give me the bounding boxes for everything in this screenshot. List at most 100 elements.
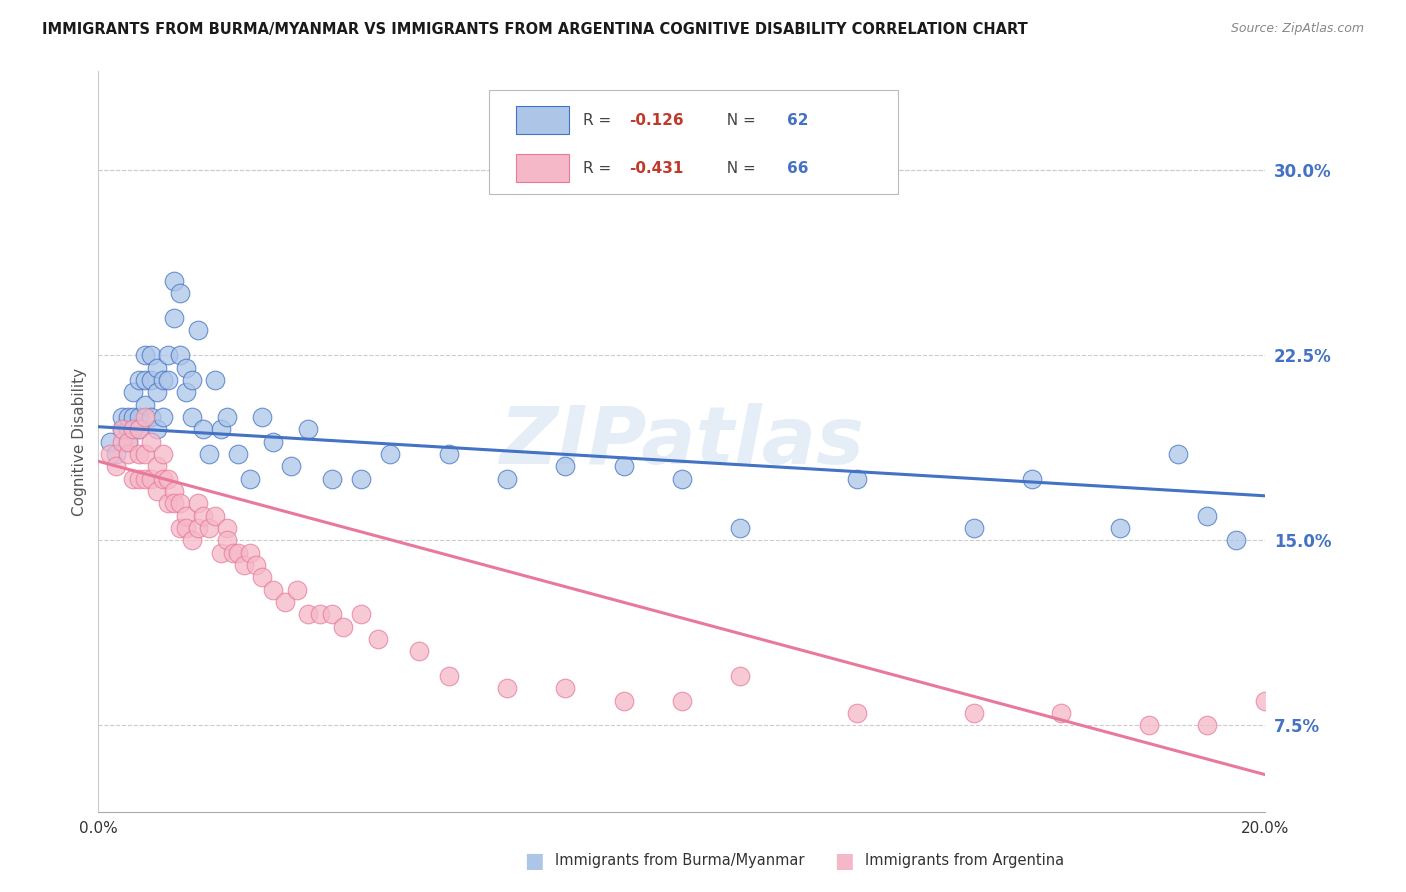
Point: [209, 546, 232, 560]
Point: [187, 521, 209, 535]
Point: [1313, 706, 1336, 720]
Point: [496, 472, 519, 486]
Point: [128, 472, 150, 486]
Point: [180, 533, 202, 548]
Point: [215, 409, 238, 424]
Point: [332, 620, 354, 634]
Point: [262, 582, 284, 597]
Point: [262, 434, 284, 449]
Point: [174, 385, 197, 400]
Point: [111, 434, 134, 449]
Point: [1167, 447, 1189, 461]
Point: [122, 422, 145, 436]
FancyBboxPatch shape: [489, 90, 898, 194]
Point: [280, 459, 302, 474]
Point: [437, 447, 460, 461]
Point: [367, 632, 389, 646]
Point: [612, 459, 634, 474]
Point: [139, 348, 162, 362]
Point: [437, 669, 460, 683]
Point: [163, 311, 186, 326]
Point: [204, 508, 226, 523]
Point: [250, 570, 273, 584]
Point: [215, 521, 238, 535]
Text: -0.126: -0.126: [630, 112, 685, 128]
Point: [1021, 472, 1043, 486]
Point: [962, 706, 984, 720]
Point: [221, 546, 243, 560]
Point: [117, 434, 139, 449]
Point: [134, 472, 156, 486]
Point: [163, 483, 186, 498]
Point: [496, 681, 519, 696]
Point: [239, 472, 262, 486]
Point: [1195, 718, 1218, 732]
Point: [163, 496, 186, 510]
Point: [671, 694, 693, 708]
Point: [122, 385, 145, 400]
Point: [174, 521, 197, 535]
Point: [122, 409, 145, 424]
Text: IMMIGRANTS FROM BURMA/MYANMAR VS IMMIGRANTS FROM ARGENTINA COGNITIVE DISABILITY : IMMIGRANTS FROM BURMA/MYANMAR VS IMMIGRA…: [42, 22, 1028, 37]
Y-axis label: Cognitive Disability: Cognitive Disability: [72, 368, 87, 516]
Point: [157, 348, 180, 362]
Point: [128, 447, 150, 461]
Point: [98, 447, 121, 461]
Point: [157, 496, 180, 510]
Point: [134, 409, 156, 424]
Text: -0.431: -0.431: [630, 161, 683, 176]
Point: [111, 422, 134, 436]
Point: [204, 373, 226, 387]
Point: [146, 483, 169, 498]
Point: [274, 595, 297, 609]
Point: [146, 459, 169, 474]
Point: [152, 447, 174, 461]
Text: ZIPatlas: ZIPatlas: [499, 402, 865, 481]
Point: [193, 508, 215, 523]
Point: [122, 422, 145, 436]
Point: [146, 422, 169, 436]
Point: [1254, 694, 1277, 708]
Point: [157, 373, 180, 387]
Point: [111, 422, 134, 436]
Point: [180, 409, 202, 424]
Point: [104, 447, 127, 461]
Text: Immigrants from Argentina: Immigrants from Argentina: [865, 854, 1064, 868]
Point: [350, 607, 373, 622]
Point: [612, 694, 634, 708]
Point: [122, 472, 145, 486]
Point: [198, 521, 221, 535]
Point: [128, 409, 150, 424]
Point: [139, 409, 162, 424]
Point: [169, 348, 191, 362]
Point: [187, 496, 209, 510]
Point: [139, 373, 162, 387]
Point: [962, 521, 984, 535]
Point: [134, 447, 156, 461]
Point: [163, 274, 186, 288]
Point: [730, 521, 752, 535]
Point: [1225, 533, 1247, 548]
Point: [233, 558, 256, 572]
Point: [1137, 718, 1160, 732]
Text: N =: N =: [717, 112, 761, 128]
Text: 66: 66: [787, 161, 808, 176]
Point: [187, 324, 209, 338]
Point: [671, 472, 693, 486]
Point: [250, 409, 273, 424]
Point: [139, 434, 162, 449]
Text: 62: 62: [787, 112, 808, 128]
Point: [239, 546, 262, 560]
Text: Source: ZipAtlas.com: Source: ZipAtlas.com: [1230, 22, 1364, 36]
Point: [309, 607, 332, 622]
Point: [146, 385, 169, 400]
Point: [198, 447, 221, 461]
Point: [117, 409, 139, 424]
Point: [157, 472, 180, 486]
Text: Immigrants from Burma/Myanmar: Immigrants from Burma/Myanmar: [555, 854, 804, 868]
Point: [321, 607, 343, 622]
Bar: [516, 106, 568, 134]
Point: [297, 607, 319, 622]
Point: [408, 644, 430, 658]
Point: [554, 681, 576, 696]
